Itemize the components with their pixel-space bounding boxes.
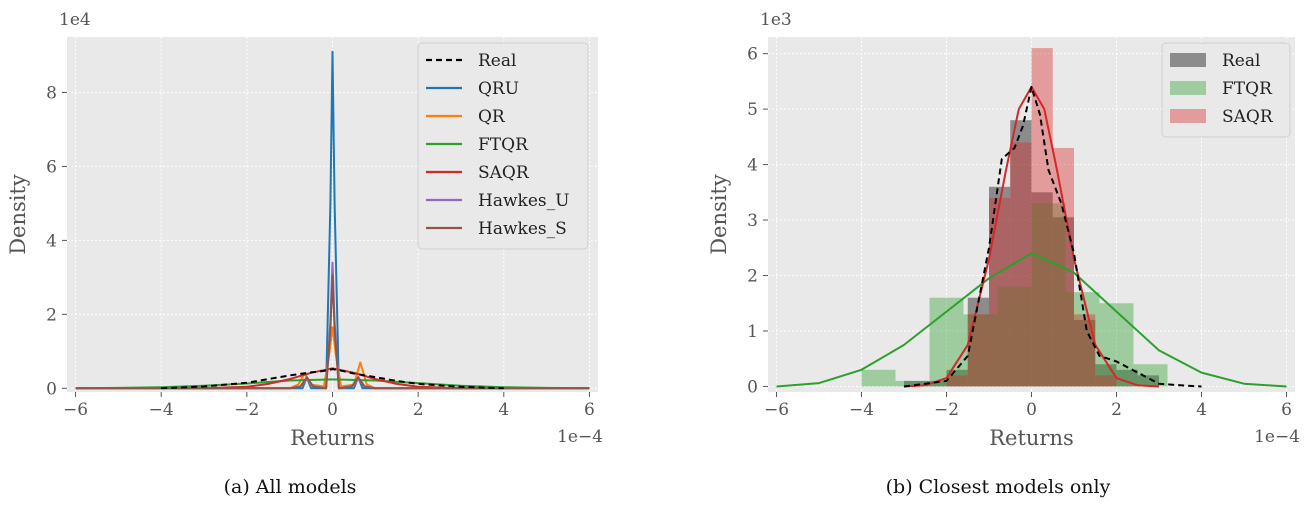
x-tick-label: 2 (1111, 400, 1122, 420)
hist-bar-real (904, 380, 926, 387)
figure-caption: (a) All models (224, 476, 357, 498)
y-axis-label: Density (707, 174, 731, 255)
series-line-real (161, 368, 504, 390)
legend-swatch-ftqr (1170, 81, 1206, 95)
y-tick-label: 3 (747, 211, 758, 231)
hist-bar-ftqr (1133, 364, 1168, 387)
chart-panel-1: −6 −4 −2 0 2 4 6 0 2 4 6 8 1e4 1e−4 Returns Density Real… (6, 10, 603, 498)
legend: Real QRU QR FTQR SAQR Hawkes_U Hawkes_S (417, 42, 589, 250)
hist-bar-ftqr (895, 380, 930, 387)
y-tick-label: 0 (747, 377, 758, 397)
hist-bar-saqr (1074, 314, 1096, 387)
legend-box (417, 42, 589, 250)
x-tick-label: 6 (584, 400, 595, 420)
data-layer (75, 50, 590, 390)
x-tick-label: 0 (327, 400, 338, 420)
series-line-ftqr (75, 378, 590, 390)
legend: Real FTQR SAQR (1161, 42, 1291, 138)
hist-bar-saqr (946, 375, 968, 387)
x-tick-label: −2 (934, 400, 959, 420)
hist-bar-ftqr (997, 286, 1032, 387)
y-tick-label: 6 (46, 157, 57, 177)
legend-swatch-real (1170, 53, 1206, 67)
y-tick-label: 8 (46, 83, 57, 103)
hist-bar-saqr (1095, 375, 1117, 387)
y-tick-label: 1 (747, 322, 758, 342)
series-line-hawkes-s (75, 274, 590, 390)
legend-label-real: Real (1222, 51, 1260, 71)
x-tick-label: 2 (413, 400, 424, 420)
y-tick-label: 2 (46, 305, 57, 325)
hist-bar-real (925, 380, 947, 387)
x-tick-label: 0 (1026, 400, 1037, 420)
figure-caption: (b) Closest models only (886, 476, 1111, 498)
hist-bar-saqr (1031, 48, 1053, 387)
hist-bar-saqr (1010, 142, 1032, 387)
x-multiplier-label: 1e−4 (1254, 427, 1300, 447)
legend-label-qr: QR (478, 107, 506, 127)
hist-bar-real (989, 186, 1011, 387)
legend-label-ftqr: FTQR (1222, 79, 1273, 99)
x-tick-label: −6 (764, 400, 789, 420)
hist-bar-ftqr (861, 369, 896, 387)
legend-label-real: Real (478, 51, 516, 71)
legend-label-hawkes-u: Hawkes_U (478, 191, 569, 211)
hist-bar-real (1116, 369, 1138, 387)
x-axis-label: Returns (989, 426, 1074, 450)
hist-bar-real (1052, 217, 1074, 387)
hist-bar-real (1031, 192, 1053, 387)
x-tick-label: 6 (1281, 400, 1292, 420)
data-layer (776, 48, 1287, 388)
hist-bar-real (1010, 120, 1032, 387)
legend-label-qru: QRU (478, 79, 519, 99)
legend-label-saqr: SAQR (478, 163, 530, 183)
x-tick-label: −4 (149, 400, 174, 420)
y-tick-label: 2 (747, 267, 758, 287)
hist-bar-saqr (967, 314, 989, 387)
legend-swatch-saqr (1170, 109, 1206, 123)
y-tick-label: 6 (747, 45, 758, 65)
legend-box (1161, 42, 1291, 138)
hist-bar-saqr (989, 197, 1011, 387)
y-tick-label: 5 (747, 100, 758, 120)
x-multiplier-label: 1e−4 (557, 427, 603, 447)
legend-label-ftqr: FTQR (478, 135, 529, 155)
x-tick-label: 4 (1196, 400, 1207, 420)
x-tick-label: −2 (234, 400, 259, 420)
y-tick-label: 4 (747, 156, 758, 176)
y-multiplier-label: 1e4 (59, 10, 91, 30)
y-multiplier-label: 1e3 (760, 10, 792, 30)
x-tick-label: −4 (849, 400, 874, 420)
chart-panel-2: −6 −4 −2 0 2 4 601234561e31e−4ReturnsDensityRe… (707, 10, 1300, 498)
series-line-ftqr (776, 252, 1287, 388)
series-line-qru (75, 50, 590, 390)
y-tick-label: 4 (46, 231, 57, 251)
y-tick-label: 0 (46, 379, 57, 399)
legend-label-saqr: SAQR (1222, 107, 1274, 127)
y-axis-label: Density (6, 174, 30, 255)
hist-bar-real (1137, 375, 1159, 387)
hist-bar-ftqr (1031, 203, 1066, 387)
x-tick-label: −6 (63, 400, 88, 420)
legend-label-hawkes-s: Hawkes_S (478, 219, 567, 239)
x-tick-label: 4 (498, 400, 509, 420)
hist-bar-ftqr (1099, 303, 1134, 387)
x-axis-label: Returns (290, 426, 375, 450)
series-line-real (903, 85, 1202, 388)
